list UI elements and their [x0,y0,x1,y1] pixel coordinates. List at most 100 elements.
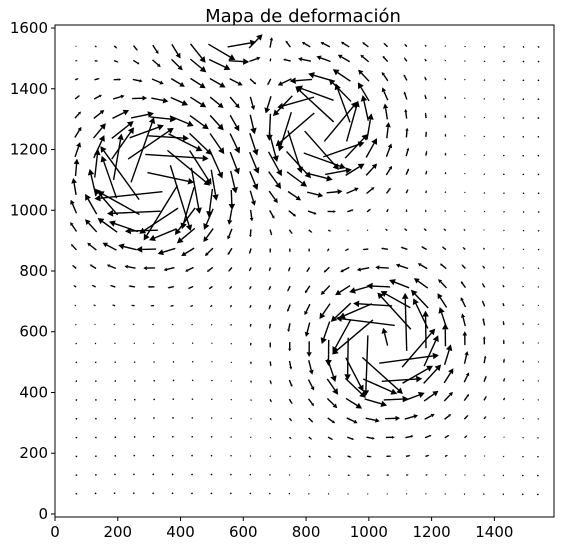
vector-arrow [522,437,523,439]
vector-arrow [228,248,232,255]
vector-arrow [523,155,525,156]
vector-arrow [250,210,254,221]
vector-arrow [230,474,232,476]
vector-arrow [523,398,524,400]
vector-arrow [206,189,213,218]
vector-arrow [445,493,447,494]
vector-arrow [484,135,486,136]
vector-arrow [538,98,540,100]
vector-arrow [114,380,115,382]
vector-arrow [503,339,505,344]
vector-arrow [523,267,524,269]
vector-arrow [203,229,213,243]
vector-arrow [309,437,312,440]
vector-arrow [424,228,427,230]
vector-arrow [95,399,97,401]
vector-arrow [93,305,95,306]
vector-arrow [230,305,232,307]
vector-arrow [152,60,160,67]
vector-arrow [461,314,465,327]
vector-arrow [464,60,465,62]
vector-arrow [289,211,296,217]
vector-arrow [288,267,290,271]
vector-arrow [71,178,77,195]
vector-arrow [209,60,230,71]
vector-arrow [464,494,466,495]
vector-arrow [134,399,135,401]
vector-arrow [523,360,525,362]
vector-arrow [230,492,232,494]
y-tick-label: 1200 [10,141,48,159]
vector-arrow [384,396,409,403]
vector-arrow [538,230,539,232]
vector-arrow [464,173,466,174]
arrow-field [70,34,539,495]
vector-arrow [406,148,409,156]
vector-arrow [483,336,486,344]
vector-arrow [484,192,485,194]
vector-arrow [385,229,387,231]
vector-arrow [118,243,136,249]
vector-arrow [404,44,406,47]
vector-arrow [483,229,484,231]
vector-arrow [153,380,155,381]
vector-arrow [462,264,466,268]
vector-arrow [134,455,135,457]
vector-arrow [538,361,540,362]
vector-arrow [387,493,388,495]
vector-arrow [538,305,539,307]
vector-arrow [445,455,448,456]
vector-arrow [269,343,271,348]
vector-arrow [348,230,349,232]
vector-arrow [425,45,426,47]
vector-arrow [211,474,212,476]
vector-arrow [114,61,119,63]
vector-arrow [170,305,173,307]
vector-arrow [211,436,212,438]
vector-arrow [211,342,212,344]
vector-arrow [324,267,330,272]
vector-arrow [357,267,369,271]
vector-arrow [231,324,232,326]
vector-arrow [308,249,310,252]
vector-arrow [177,228,195,243]
vector-arrow [172,455,173,457]
vector-arrow [75,343,77,344]
vector-arrow [270,399,272,402]
vector-arrow [375,265,389,270]
vector-arrow [389,279,409,288]
vector-arrow [484,117,486,118]
vector-arrow [209,286,213,289]
vector-arrow [270,37,273,47]
vector-arrow [309,456,311,457]
vector-arrow [70,200,76,214]
vector-arrow [85,219,97,232]
vector-arrow [425,131,427,137]
vector-arrow [134,46,138,51]
vector-arrow [404,109,407,119]
vector-arrow [191,324,193,325]
vector-arrow [445,414,452,419]
vector-arrow [367,474,370,476]
vector-arrow [503,475,505,477]
vector-arrow [76,418,78,419]
vector-arrow [503,230,504,232]
vector-arrow [445,191,447,193]
vector-arrow [523,61,524,63]
vector-arrow [210,97,223,108]
vector-arrow [210,305,212,307]
vector-arrow [404,74,407,80]
vector-arrow [152,79,164,84]
vector-arrow [308,211,317,215]
vector-arrow [131,117,155,182]
vector-arrow [270,58,272,61]
vector-arrow [465,46,466,48]
vector-arrow [230,418,231,420]
vector-arrow [367,493,368,495]
vector-arrow [445,210,446,212]
vector-arrow [404,91,407,99]
vector-arrow [230,79,243,86]
vector-arrow [180,187,194,229]
vector-arrow [340,267,349,272]
vector-arrow [442,246,446,249]
